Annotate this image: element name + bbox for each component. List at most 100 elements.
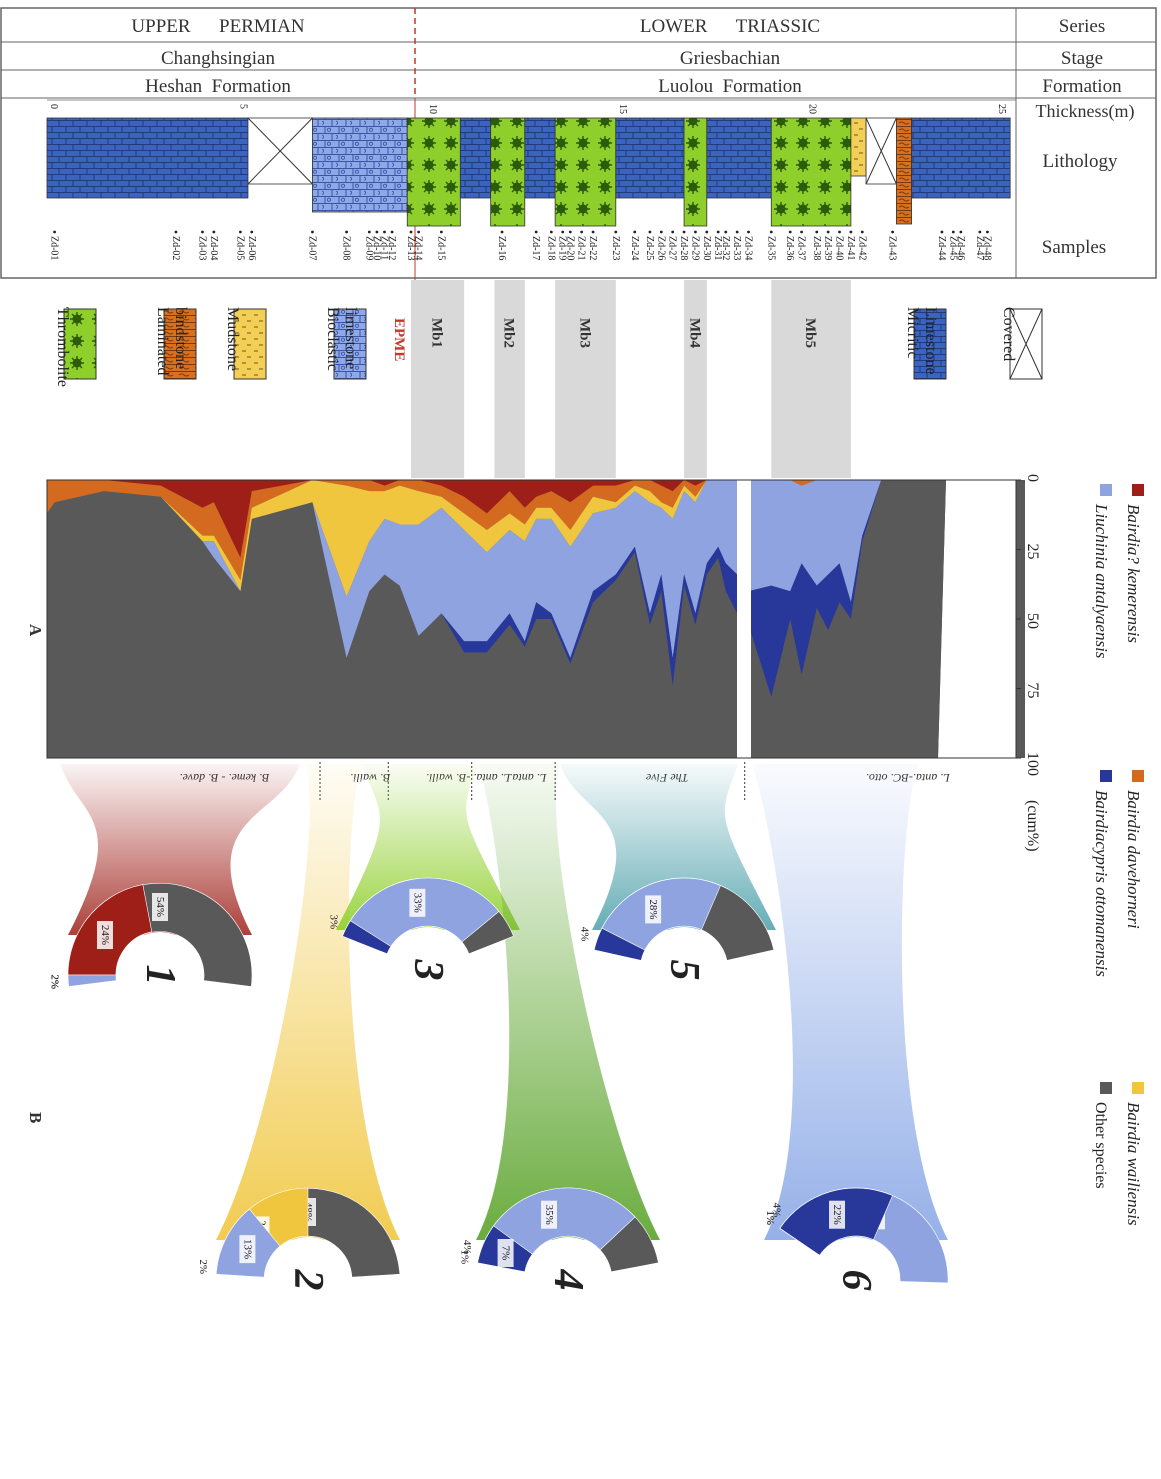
legend-label-covered: Covered bbox=[1000, 307, 1017, 361]
sample-label: Zd-20 bbox=[564, 236, 575, 260]
legend-label-species: Bairdia? kemerensis bbox=[1124, 504, 1143, 643]
donut-hole bbox=[385, 927, 471, 1013]
sample-label: Zd-22 bbox=[587, 236, 598, 260]
sample-dot bbox=[409, 230, 413, 234]
sample-dot bbox=[250, 230, 254, 234]
legend-label-species: Other species bbox=[1092, 1102, 1109, 1189]
donut-slice bbox=[593, 927, 646, 961]
donut-slice-label: 3% bbox=[328, 915, 340, 930]
lithology-unit-micritic bbox=[524, 117, 556, 199]
sample-label: Zd-31 bbox=[712, 236, 723, 260]
sample-dot bbox=[788, 230, 792, 234]
sample-dot bbox=[705, 230, 709, 234]
sample-dot bbox=[815, 230, 819, 234]
thickness-scale: 0 5 10 15 20 25 bbox=[47, 99, 1016, 114]
donut-hole bbox=[117, 932, 203, 1018]
legend-swatch-mudstone bbox=[233, 308, 267, 380]
legend-swatch-species bbox=[1100, 1082, 1112, 1094]
sample-label: Zd-03 bbox=[196, 236, 207, 260]
sample-label: Zd-17 bbox=[530, 236, 541, 260]
sample-label: Zd-18 bbox=[545, 236, 556, 260]
donut-number: 1 bbox=[137, 965, 183, 986]
assemblage-funnel bbox=[216, 764, 400, 1240]
sample-label: Zd-47 bbox=[974, 236, 985, 260]
formation-luolou: Luolou Formation bbox=[658, 76, 802, 97]
sample-dot bbox=[390, 230, 394, 234]
sample-label: Zd-37 bbox=[796, 236, 807, 260]
row-label-formation: Formation bbox=[1042, 76, 1122, 97]
lithology-unit-thrombolite bbox=[554, 117, 617, 227]
sample-dot bbox=[53, 230, 56, 234]
donut-slice-label: 4% bbox=[461, 1240, 473, 1255]
sample-dot bbox=[614, 230, 618, 234]
sample-dot bbox=[959, 230, 963, 234]
panel-label-b: B bbox=[26, 1112, 45, 1123]
donut-label-box bbox=[645, 895, 662, 924]
area-last-sample bbox=[918, 480, 946, 758]
legend-swatch-bioclastic bbox=[333, 308, 367, 380]
member-band bbox=[684, 280, 707, 478]
sample-label: Zd-46 bbox=[955, 236, 966, 260]
cum-percent-axis: 0 25 50 75 100 (cum%) bbox=[1015, 474, 1041, 852]
formation-heshan: Heshan Formation bbox=[145, 76, 291, 97]
sample-label: Zd-27 bbox=[667, 236, 678, 260]
thickness-tick-label: 0 bbox=[48, 104, 59, 109]
sample-label: Zd-32 bbox=[720, 236, 731, 260]
donut-label-box bbox=[152, 893, 168, 921]
series-upper-permian: UPPER PERMIAN bbox=[131, 16, 304, 37]
sample-label: Zd-12 bbox=[386, 236, 397, 260]
sample-label: Zd-08 bbox=[341, 236, 352, 260]
donut-slice-label: 54% bbox=[154, 897, 166, 917]
member-label: Mb4 bbox=[686, 318, 702, 349]
sample-label: Zd-06 bbox=[246, 236, 257, 260]
donut-hole bbox=[265, 1237, 351, 1323]
donut-hole bbox=[813, 1237, 899, 1323]
sample-dot bbox=[891, 230, 895, 234]
axis-tick-label: 50 bbox=[1024, 613, 1041, 629]
member-label: Mb3 bbox=[576, 318, 592, 348]
assemblage-donuts: 54%18%24%2%2%148%13%2%24%13%238%8%18%33%… bbox=[48, 877, 949, 1323]
header-table: UPPER PERMIAN LOWER TRIASSIC Changhsingi… bbox=[0, 7, 1157, 478]
legend-label-micritic: MicriticLimestone bbox=[904, 307, 939, 375]
sample-dot bbox=[838, 230, 841, 234]
sample-dot bbox=[671, 230, 675, 234]
sample-label: Zd-14 bbox=[413, 236, 424, 260]
donut-number: 5 bbox=[661, 960, 707, 981]
lithology-unit-micritic bbox=[706, 117, 772, 199]
thickness-tick-label: 15 bbox=[617, 104, 628, 114]
sample-label: Zd-43 bbox=[887, 236, 898, 260]
lithology-unit-laminated bbox=[896, 117, 912, 225]
lithology-unit-mudstone bbox=[850, 117, 867, 177]
sample-dot bbox=[735, 230, 739, 234]
sample-label: Zd-13 bbox=[405, 236, 416, 260]
legend-label-mudstone: Mudstone bbox=[224, 307, 241, 371]
sample-dot bbox=[311, 230, 314, 234]
assemblage-funnels bbox=[60, 764, 948, 1240]
sample-dot bbox=[800, 230, 804, 234]
sample-label: Zd-25 bbox=[644, 236, 655, 260]
donut-label-box bbox=[239, 1235, 256, 1264]
sample-label: Zd-23 bbox=[610, 236, 621, 260]
sample-label: Zd-26 bbox=[655, 236, 666, 260]
sample-label: Zd-34 bbox=[743, 236, 754, 260]
area-blank-top bbox=[938, 480, 1016, 758]
sample-label: Zd-39 bbox=[822, 236, 833, 260]
lithology-legend: Covered MicriticLimestone Bioclasticlimest… bbox=[54, 307, 1043, 387]
sample-dot bbox=[769, 230, 773, 234]
lithology-unit-thrombolite bbox=[490, 117, 526, 227]
sample-label: Zd-36 bbox=[784, 236, 795, 260]
lithology-unit-micritic bbox=[911, 117, 1011, 199]
area-series-0 bbox=[47, 480, 988, 558]
axis-tick-label: 0 bbox=[1024, 474, 1041, 482]
donut-slice-label: 1% bbox=[764, 1210, 776, 1225]
stacked-area-chart bbox=[46, 479, 1025, 759]
sample-label: Zd-07 bbox=[306, 236, 317, 260]
legend-label-laminated: Laminatedbindstone bbox=[154, 307, 189, 375]
sample-dot bbox=[724, 230, 728, 234]
legend-swatch-species bbox=[1100, 770, 1112, 782]
sample-dot bbox=[648, 230, 652, 234]
sample-dot bbox=[951, 230, 955, 234]
axis-tick-label: 100 bbox=[1024, 752, 1041, 776]
sample-label: Zd-24 bbox=[629, 236, 640, 260]
